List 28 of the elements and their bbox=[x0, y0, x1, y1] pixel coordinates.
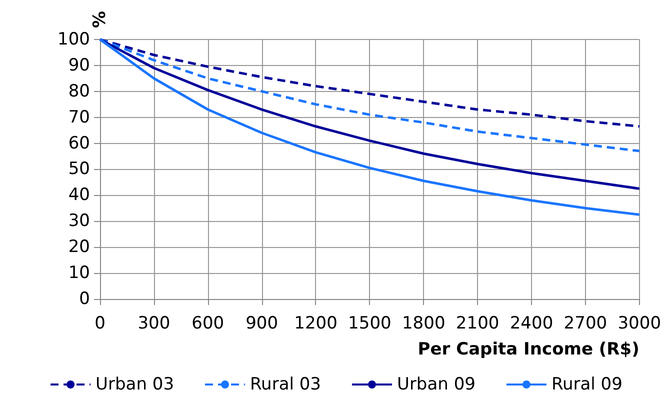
y-tick-label: 100 bbox=[58, 29, 90, 50]
x-tick-label: 2400 bbox=[510, 314, 554, 334]
x-tick-label: 300 bbox=[138, 314, 170, 334]
y-tick-label: 60 bbox=[68, 133, 90, 154]
x-tick-label: 2700 bbox=[564, 314, 608, 334]
x-tick-label: 1500 bbox=[348, 314, 392, 334]
x-tick-label: 900 bbox=[246, 314, 278, 334]
legend-label: Rural 09 bbox=[551, 374, 622, 394]
y-tick-label: 70 bbox=[68, 107, 90, 128]
y-tick-label: 50 bbox=[68, 159, 90, 180]
x-tick-label: 2100 bbox=[456, 314, 500, 334]
x-tick-label: 1200 bbox=[294, 314, 338, 334]
legend-label: Rural 03 bbox=[250, 374, 322, 394]
x-tick-label: 0 bbox=[94, 314, 106, 334]
y-tick-label: 10 bbox=[68, 263, 90, 284]
x-tick-label: 600 bbox=[192, 314, 224, 334]
x-tick-label: 3000 bbox=[618, 314, 661, 334]
legend-label: Urban 03 bbox=[96, 374, 174, 394]
x-axis-title: Per Capita Income (R$) bbox=[418, 340, 640, 360]
y-tick-label: 40 bbox=[68, 185, 90, 206]
y-tick-label: 90 bbox=[68, 55, 90, 76]
y-axis-title: % bbox=[90, 11, 110, 28]
y-tick-label: 30 bbox=[68, 211, 90, 232]
legend-label: Urban 09 bbox=[397, 374, 476, 394]
y-tick-label: 80 bbox=[68, 81, 90, 102]
y-tick-label: 20 bbox=[68, 237, 90, 258]
x-tick-label: 1800 bbox=[402, 314, 446, 334]
y-tick-label: 0 bbox=[79, 289, 90, 309]
